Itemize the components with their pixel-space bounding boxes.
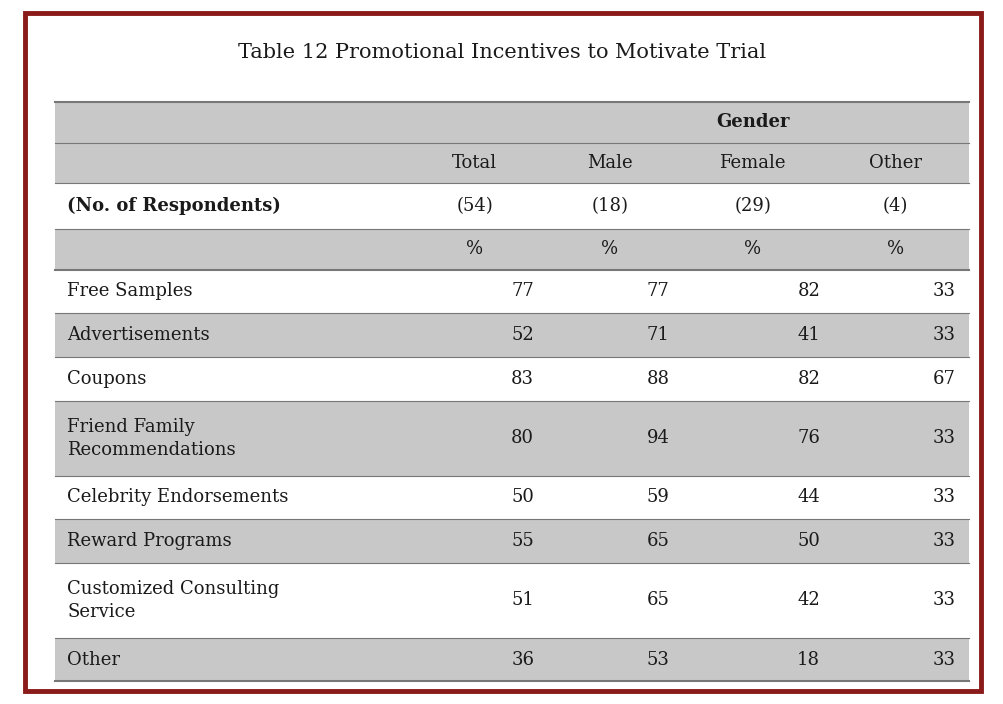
Bar — [55, 475, 968, 520]
Text: %: % — [887, 240, 904, 258]
Text: Table 12 Promotional Incentives to Motivate Trial: Table 12 Promotional Incentives to Motiv… — [238, 44, 765, 62]
Text: 36: 36 — [511, 650, 534, 669]
Text: 33: 33 — [932, 650, 955, 669]
Bar — [55, 270, 968, 313]
Text: 65: 65 — [646, 532, 669, 551]
Text: 94: 94 — [646, 429, 669, 447]
Text: Celebrity Endorsements: Celebrity Endorsements — [67, 489, 288, 506]
Text: 82: 82 — [796, 370, 819, 389]
Text: 33: 33 — [932, 282, 955, 301]
Text: Friend Family
Recommendations: Friend Family Recommendations — [67, 418, 236, 459]
Text: (4): (4) — [883, 197, 908, 215]
Text: Total: Total — [451, 154, 496, 172]
Text: 83: 83 — [511, 370, 534, 389]
Text: Reward Programs: Reward Programs — [67, 532, 232, 551]
Bar — [55, 563, 968, 638]
Text: Coupons: Coupons — [67, 370, 146, 389]
Text: 52: 52 — [511, 327, 534, 344]
Text: 18: 18 — [796, 650, 819, 669]
Text: 77: 77 — [646, 282, 669, 301]
Text: 67: 67 — [932, 370, 955, 389]
Bar — [55, 102, 968, 143]
Text: (18): (18) — [591, 197, 628, 215]
Text: Female: Female — [719, 154, 785, 172]
Bar — [55, 229, 968, 270]
Text: %: % — [601, 240, 618, 258]
Text: 41: 41 — [796, 327, 819, 344]
Text: %: % — [743, 240, 760, 258]
Text: 33: 33 — [932, 532, 955, 551]
Text: (29): (29) — [733, 197, 770, 215]
Text: Customized Consulting
Service: Customized Consulting Service — [67, 580, 280, 621]
Text: 33: 33 — [932, 489, 955, 506]
Text: Other: Other — [869, 154, 922, 172]
Text: Advertisements: Advertisements — [67, 327, 210, 344]
Bar — [55, 183, 968, 229]
Text: 33: 33 — [932, 327, 955, 344]
Text: Other: Other — [67, 650, 120, 669]
Text: 77: 77 — [511, 282, 534, 301]
Bar — [55, 520, 968, 563]
Text: %: % — [465, 240, 482, 258]
Text: (54): (54) — [455, 197, 492, 215]
Text: 55: 55 — [511, 532, 534, 551]
Text: 44: 44 — [796, 489, 819, 506]
Text: 51: 51 — [511, 591, 534, 610]
Text: 71: 71 — [646, 327, 669, 344]
Text: 82: 82 — [796, 282, 819, 301]
Text: Free Samples: Free Samples — [67, 282, 193, 301]
Bar — [55, 638, 968, 681]
Bar — [55, 358, 968, 401]
Text: (No. of Respondents): (No. of Respondents) — [67, 197, 281, 215]
Text: 53: 53 — [646, 650, 669, 669]
Bar — [55, 143, 968, 183]
Text: 50: 50 — [796, 532, 819, 551]
Text: Male: Male — [587, 154, 632, 172]
Text: 42: 42 — [796, 591, 819, 610]
Text: 59: 59 — [646, 489, 669, 506]
Bar — [55, 401, 968, 475]
Text: 88: 88 — [646, 370, 669, 389]
Text: 65: 65 — [646, 591, 669, 610]
Text: 80: 80 — [511, 429, 534, 447]
Text: 76: 76 — [796, 429, 819, 447]
Text: 50: 50 — [511, 489, 534, 506]
Bar — [55, 313, 968, 358]
Text: 33: 33 — [932, 429, 955, 447]
Text: Gender: Gender — [715, 113, 788, 132]
Text: 33: 33 — [932, 591, 955, 610]
